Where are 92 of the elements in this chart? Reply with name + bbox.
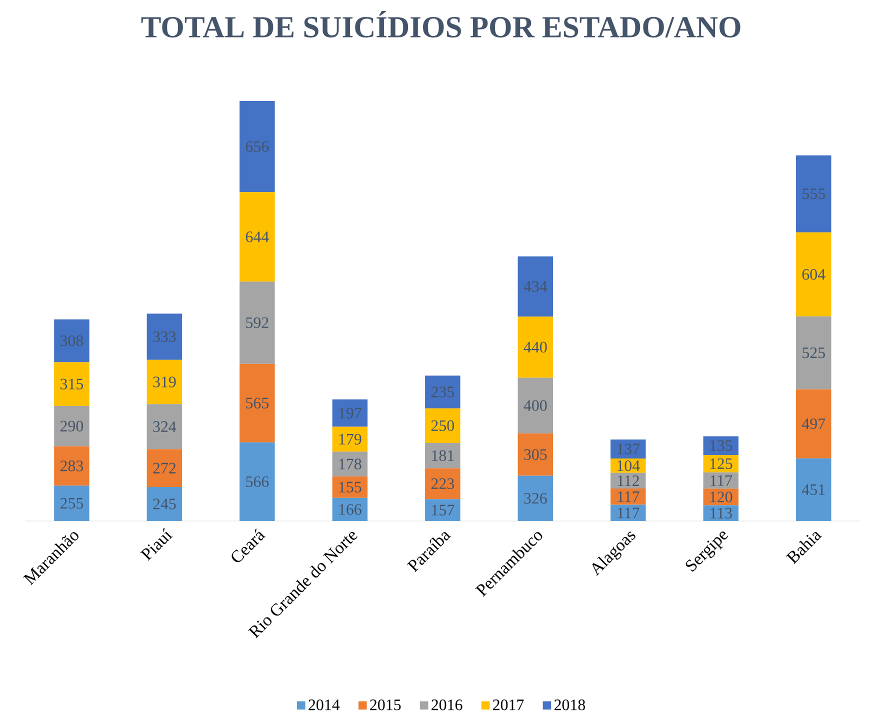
data-label: 178 [339, 458, 362, 470]
bar [146, 313, 182, 360]
bar [240, 364, 275, 442]
bar [240, 442, 275, 521]
bar [54, 319, 90, 362]
bar [332, 498, 368, 521]
data-label: 283 [60, 460, 84, 472]
data-label: 451 [802, 484, 825, 495]
data-label: 137 [618, 443, 640, 454]
data-label: 255 [60, 498, 84, 508]
bar [610, 472, 646, 488]
data-label: 305 [524, 448, 547, 460]
bar [425, 468, 460, 499]
data-label: 555 [802, 188, 825, 199]
bar [518, 476, 554, 521]
data-label: 155 [339, 482, 362, 492]
bar [518, 433, 554, 476]
data-label: 319 [153, 376, 176, 388]
data-label: 157 [432, 504, 454, 516]
data-label: 644 [246, 231, 269, 242]
data-label: 565 [246, 398, 269, 408]
bar [332, 426, 368, 452]
bar [610, 488, 646, 505]
data-label: 117 [710, 475, 732, 486]
bar [54, 446, 90, 486]
data-label: 135 [710, 440, 732, 451]
bar [332, 476, 368, 498]
data-label: 333 [153, 331, 176, 342]
data-label: 400 [524, 400, 547, 411]
data-label: 166 [339, 504, 362, 515]
data-label: 250 [431, 420, 454, 431]
bar [332, 399, 368, 427]
bar [146, 360, 182, 404]
bar [54, 485, 90, 521]
bar [146, 486, 182, 521]
bar [703, 436, 738, 455]
data-label: 117 [618, 491, 640, 502]
bar [796, 232, 832, 316]
legend-label: 2014 [308, 699, 340, 710]
data-label: 315 [60, 378, 84, 390]
bar [332, 451, 368, 476]
bar [425, 442, 460, 468]
data-label: 440 [524, 342, 547, 352]
chart-title: TOTAL DE SUICÍDIOS POR ESTADO/ANO [141, 10, 740, 38]
bar [518, 316, 554, 378]
bar [610, 504, 646, 521]
bar [796, 316, 832, 390]
bar [796, 155, 832, 232]
bar [240, 100, 275, 192]
data-label: 592 [246, 317, 268, 328]
data-label: 308 [60, 335, 84, 346]
data-label: 223 [431, 478, 454, 489]
bar [54, 362, 90, 406]
data-label: 604 [802, 268, 826, 280]
data-label: 104 [618, 460, 640, 471]
data-label: 120 [710, 491, 732, 502]
bar [610, 439, 646, 458]
bar [796, 458, 832, 521]
data-label: 324 [153, 421, 176, 432]
bar [146, 448, 182, 487]
data-label: 113 [710, 508, 732, 518]
legend-label: 2016 [432, 699, 462, 710]
bar [425, 498, 460, 521]
bar [54, 406, 90, 446]
data-label: 117 [618, 507, 640, 518]
legend-label: 2018 [554, 699, 586, 710]
data-label: 112 [618, 475, 639, 486]
data-label: 290 [60, 420, 84, 432]
data-label: 525 [802, 347, 825, 358]
data-label: 197 [339, 408, 362, 418]
data-label: 497 [802, 418, 826, 429]
data-label: 434 [524, 280, 548, 292]
data-label: 179 [339, 434, 362, 444]
data-label: 125 [710, 458, 732, 469]
bar [146, 404, 182, 449]
legend-label: 2017 [493, 699, 524, 710]
bar [518, 378, 554, 434]
bar [240, 192, 275, 282]
data-label: 181 [432, 450, 454, 461]
data-label: 566 [246, 476, 269, 487]
data-label: 656 [246, 141, 269, 152]
data-label: 245 [153, 498, 176, 510]
bar [518, 256, 554, 316]
bar [425, 375, 460, 408]
data-label: 272 [153, 462, 176, 474]
bar [796, 389, 832, 458]
data-label: 326 [524, 492, 547, 504]
bar [425, 408, 460, 443]
bar [240, 281, 275, 364]
data-label: 235 [431, 386, 454, 398]
bar [703, 488, 738, 506]
legend-label: 2015 [370, 699, 401, 710]
